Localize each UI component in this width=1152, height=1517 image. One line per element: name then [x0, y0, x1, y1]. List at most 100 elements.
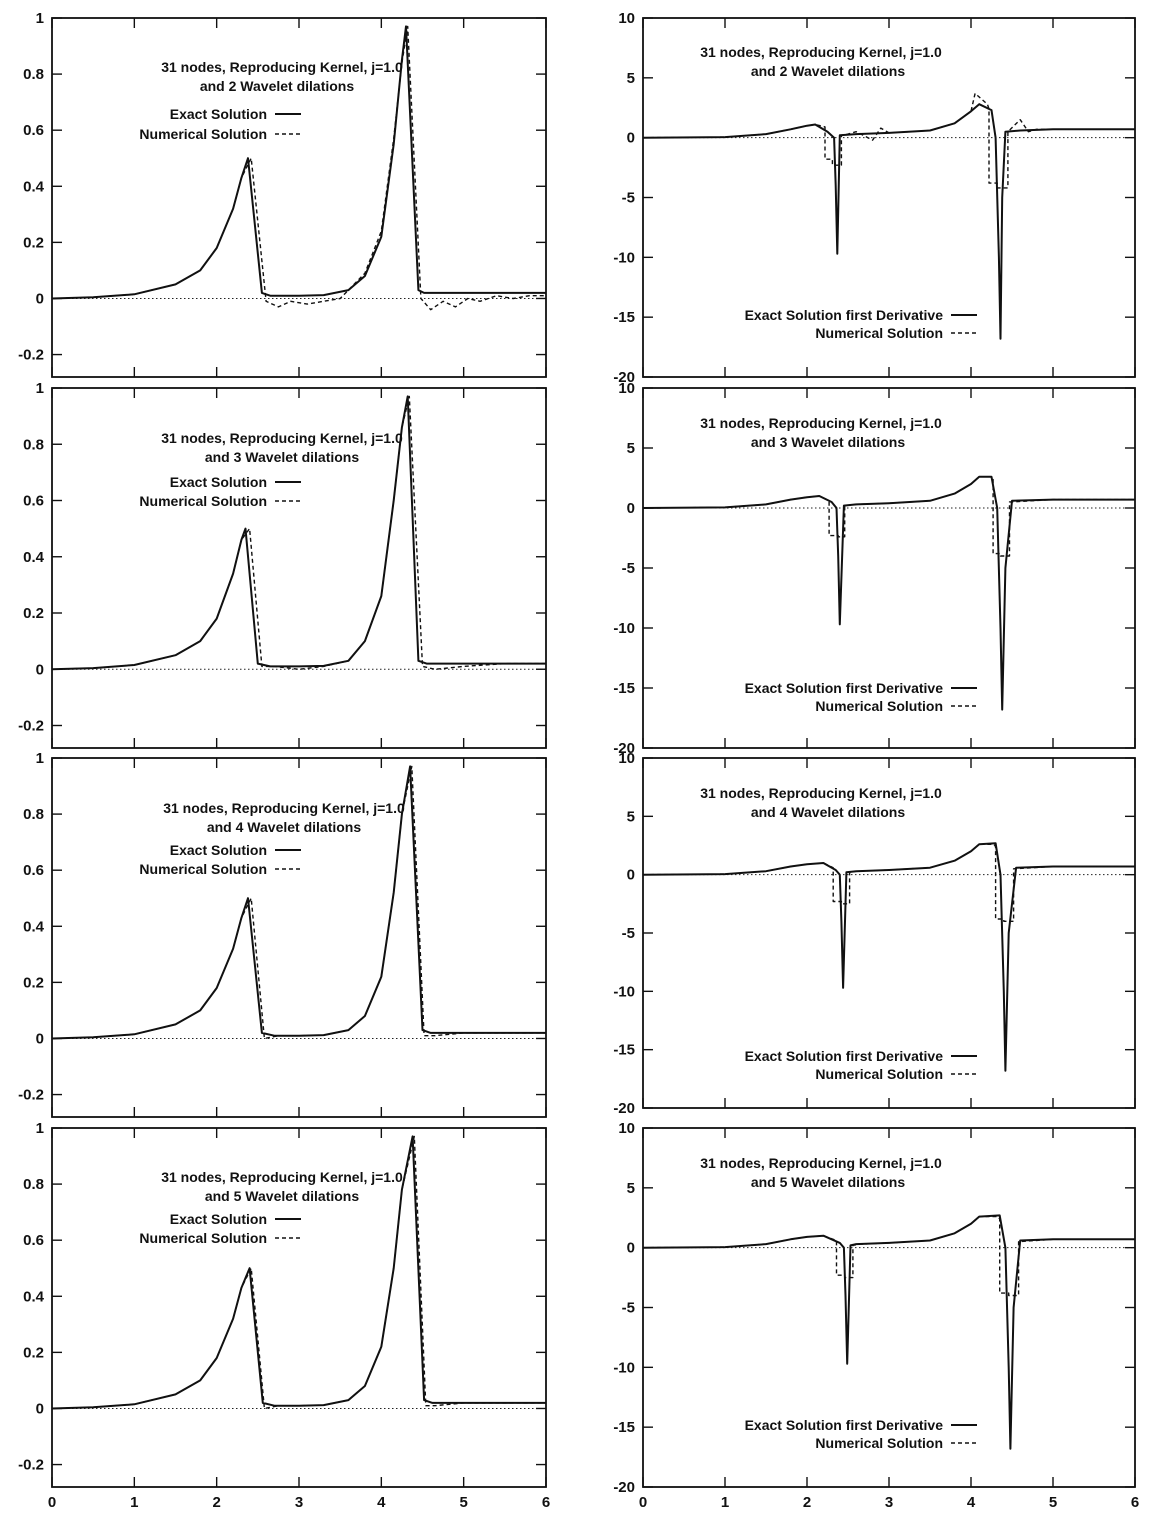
legend-numerical-label: Numerical Solution: [139, 1230, 267, 1246]
y-tick-label: -10: [613, 249, 635, 266]
legend-exact-label: Exact Solution first Derivative: [745, 1417, 944, 1433]
chart-panel-right-3: -20 -15 -10 -5 0 5 10 31 nodes, Reproducing Ker…: [613, 750, 1136, 1117]
legend-numerical-label: Numerical Solution: [815, 1435, 943, 1451]
y-tick-label: -0.2: [18, 1457, 44, 1474]
y-tick-label: 0.4: [23, 1288, 45, 1305]
y-tick-label: 10: [618, 10, 635, 27]
y-tick-label: 0: [627, 1240, 635, 1257]
y-tick-label: -5: [622, 925, 635, 942]
numerical-series-line: [643, 1215, 1135, 1297]
legend-exact-label: Exact Solution first Derivative: [745, 680, 944, 696]
y-tick-label: 0.2: [23, 605, 44, 622]
chart-panel-right-1: -20 -15 -10 -5 0 5 10 31 nodes, Reproducing Ker…: [613, 10, 1136, 386]
numerical-series-line: [52, 395, 546, 670]
annotation-line-2: and 5 Wavelet dilations: [205, 1188, 360, 1204]
y-tick-label: -15: [613, 1042, 635, 1059]
legend-exact-label: Exact Solution: [170, 842, 267, 858]
y-tick-label: 0: [36, 1400, 44, 1417]
y-tick-label: 0.4: [23, 918, 45, 935]
numerical-series-line: [52, 25, 546, 311]
y-tick-label: -20: [613, 740, 635, 757]
annotation-line-2: and 3 Wavelet dilations: [751, 434, 906, 450]
numerical-series-line: [52, 765, 546, 1040]
legend-numerical-label: Numerical Solution: [815, 325, 943, 341]
y-tick-label: -15: [613, 309, 635, 326]
legend-numerical-label: Numerical Solution: [815, 698, 943, 714]
y-tick-label: 0: [627, 130, 635, 147]
y-tick-label: 1: [36, 10, 44, 27]
y-tick-label: 0.2: [23, 1344, 44, 1361]
annotation-line-2: and 5 Wavelet dilations: [751, 1174, 906, 1190]
x-tick-label: 4: [967, 1494, 976, 1511]
annotation-line-1: 31 nodes, Reproducing Kernel, j=1.0: [161, 1169, 403, 1185]
x-tick-label: 5: [1049, 1494, 1057, 1511]
y-tick-label: 0: [36, 290, 44, 307]
y-tick-label: 0.6: [23, 122, 44, 139]
y-tick-label: -20: [613, 1479, 635, 1496]
y-tick-label: 10: [618, 380, 635, 397]
x-tick-label: 6: [1131, 1494, 1139, 1511]
y-tick-label: 0: [36, 661, 44, 678]
x-tick-label: 3: [295, 1494, 303, 1511]
legend-numerical-label: Numerical Solution: [139, 126, 267, 142]
y-tick-label: 0.6: [23, 1232, 44, 1249]
chart-panel-left-3: -0.2 0 0.2 0.4 0.6 0.8 1 31 nodes, Reproducing …: [18, 750, 547, 1118]
y-tick-label: -5: [622, 560, 635, 577]
annotation-line-2: and 4 Wavelet dilations: [207, 819, 362, 835]
numerical-series-line: [643, 843, 1135, 922]
x-tick-label: 4: [377, 1494, 386, 1511]
y-tick-label: 0.8: [23, 1176, 44, 1193]
chart-panel-left-4: -0.2 0 0.2 0.4 0.6 0.8 1 0 1 2 3 4 5 6 31 nodes, Repro…: [18, 1120, 550, 1511]
legend-exact-label: Exact Solution: [170, 106, 267, 122]
y-tick-label: 5: [627, 1180, 635, 1197]
annotation-line-1: 31 nodes, Reproducing Kernel, j=1.0: [700, 415, 942, 431]
y-tick-label: 0: [627, 867, 635, 884]
exact-series-line: [643, 1214, 1135, 1450]
y-tick-label: 0.8: [23, 66, 44, 83]
chart-panel-left-2: -0.2 0 0.2 0.4 0.6 0.8 1 31 nodes, Reproducing …: [18, 380, 547, 749]
numerical-series-line: [52, 1135, 546, 1410]
y-tick-label: -10: [613, 1359, 635, 1376]
legend-exact-label: Exact Solution: [170, 474, 267, 490]
exact-series-line: [643, 103, 1135, 340]
y-tick-label: -5: [622, 1300, 635, 1317]
annotation-line-2: and 2 Wavelet dilations: [751, 63, 906, 79]
chart-panel-right-4: -20 -15 -10 -5 0 5 10 0 1 2 3 4 5 6 31 nodes, Reproduc…: [613, 1120, 1139, 1511]
y-tick-label: 0.4: [23, 178, 45, 195]
y-tick-label: 0.4: [23, 549, 45, 566]
exact-series-line: [643, 842, 1135, 1072]
y-tick-label: 1: [36, 750, 44, 767]
legend-exact-label: Exact Solution first Derivative: [745, 1048, 944, 1064]
y-tick-label: 0: [36, 1030, 44, 1047]
chart-panel-left-1: -0.2 0 0.2 0.4 0.6 0.8 1 31 nodes, Reproducing …: [18, 10, 547, 378]
exact-series-line: [643, 475, 1135, 711]
x-tick-label: 3: [885, 1494, 893, 1511]
y-tick-label: 10: [618, 750, 635, 767]
legend-exact-label: Exact Solution: [170, 1211, 267, 1227]
y-tick-label: -20: [613, 369, 635, 386]
annotation-line-1: 31 nodes, Reproducing Kernel, j=1.0: [161, 59, 403, 75]
annotation-line-1: 31 nodes, Reproducing Kernel, j=1.0: [161, 430, 403, 446]
x-tick-label: 0: [48, 1494, 56, 1511]
x-tick-label: 0: [639, 1494, 647, 1511]
annotation-line-2: and 4 Wavelet dilations: [751, 804, 906, 820]
y-tick-label: -0.2: [18, 1087, 44, 1104]
x-tick-label: 2: [212, 1494, 220, 1511]
y-tick-label: -15: [613, 680, 635, 697]
y-tick-label: 5: [627, 440, 635, 457]
y-tick-label: -15: [613, 1419, 635, 1436]
y-tick-label: 10: [618, 1120, 635, 1137]
y-tick-label: 1: [36, 1120, 44, 1137]
legend-numerical-label: Numerical Solution: [139, 493, 267, 509]
x-tick-label: 1: [130, 1494, 138, 1511]
y-tick-label: -20: [613, 1100, 635, 1117]
legend-numerical-label: Numerical Solution: [815, 1066, 943, 1082]
chart-panel-right-2: -20 -15 -10 -5 0 5 10 31 nodes, Reproducing Ker…: [613, 380, 1136, 757]
x-tick-label: 2: [803, 1494, 811, 1511]
y-tick-label: 5: [627, 808, 635, 825]
y-tick-label: 0.8: [23, 436, 44, 453]
y-tick-label: 5: [627, 70, 635, 87]
annotation-line-1: 31 nodes, Reproducing Kernel, j=1.0: [700, 44, 942, 60]
